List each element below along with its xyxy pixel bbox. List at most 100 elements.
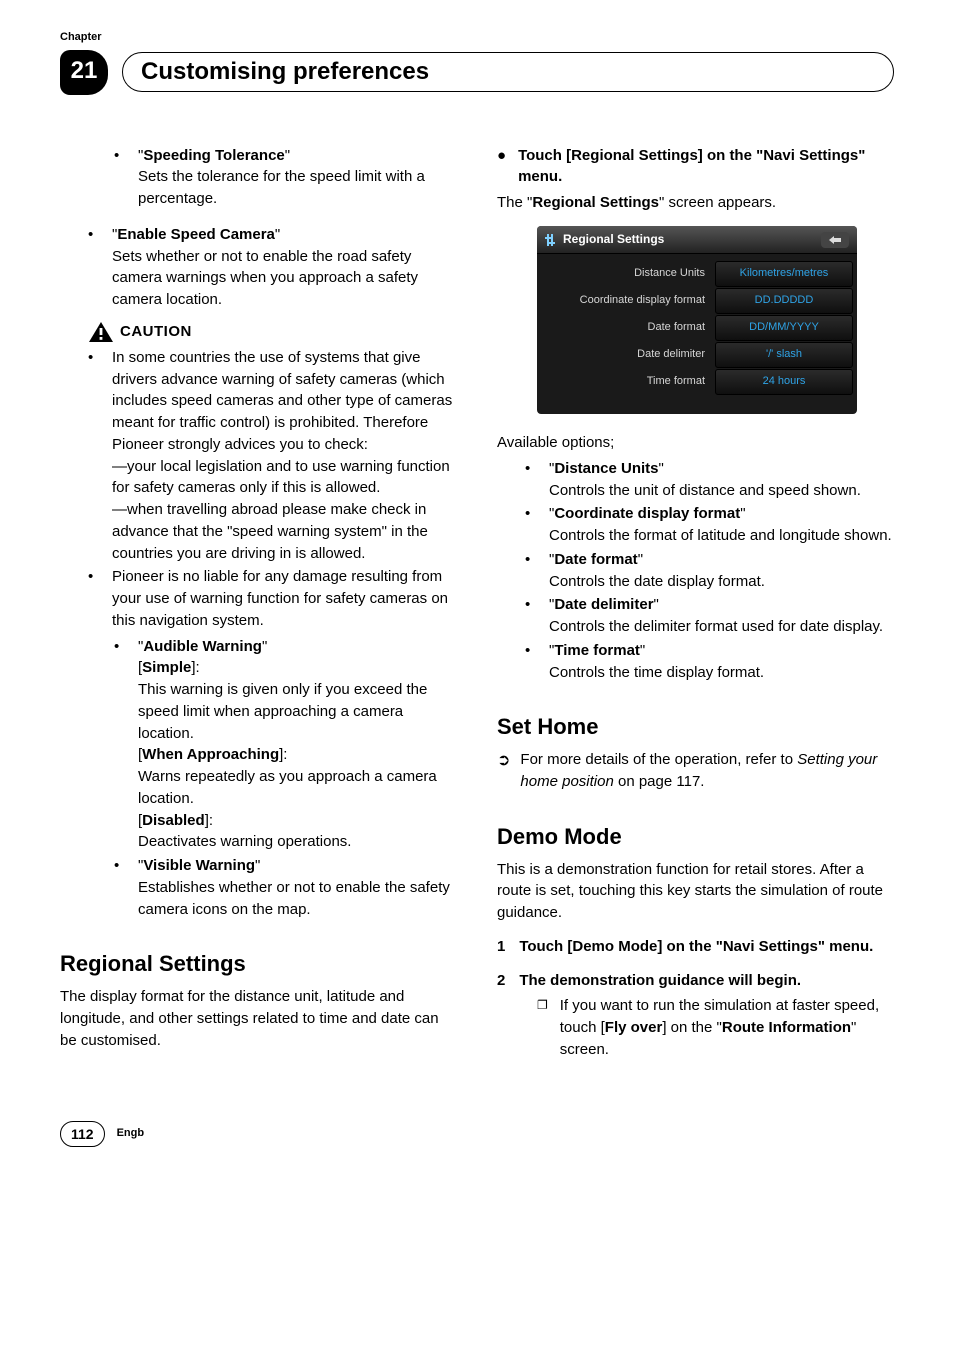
option-title: Speeding Tolerance <box>143 147 284 164</box>
bullet-icon: • <box>114 636 138 854</box>
text: Fly over <box>605 1019 663 1036</box>
regional-settings-screenshot: Regional Settings Distance Units Kilomet… <box>537 226 857 414</box>
option-desc: Controls the time display format. <box>549 664 764 681</box>
text: Route Information <box>722 1019 851 1036</box>
option-title: Visible Warning <box>143 857 255 874</box>
option-desc: This warning is given only if you exceed… <box>138 681 427 742</box>
setting-label: Date format <box>541 320 715 336</box>
cross-reference: ➲ For more details of the operation, ref… <box>497 749 894 793</box>
chapter-label: Chapter <box>60 30 894 46</box>
list-item: • In some countries the use of systems t… <box>88 347 457 565</box>
bullet-icon: • <box>525 458 549 502</box>
step-item: 1 Touch [Demo Mode] on the "Navi Setting… <box>497 936 894 958</box>
setting-value[interactable]: DD.DDDDD <box>715 288 853 314</box>
back-button[interactable] <box>821 232 849 248</box>
setting-value[interactable]: '/' slash <box>715 342 853 368</box>
section-intro: This is a demonstration function for ret… <box>497 859 894 924</box>
caution-text: In some countries the use of systems tha… <box>112 349 452 453</box>
option-desc: Establishes whether or not to enable the… <box>138 879 450 918</box>
note-text: If you want to run the simulation at fas… <box>560 995 894 1060</box>
bullet-icon: • <box>114 855 138 920</box>
option-title: Audible Warning <box>143 638 262 655</box>
step-text: Touch [Regional Settings] on the "Navi S… <box>518 145 894 189</box>
option-value: When Approaching <box>142 746 279 763</box>
option-desc: Sets whether or not to enable the road s… <box>112 248 418 309</box>
list-item: • "Date format"Controls the date display… <box>525 549 894 593</box>
screenshot-container: Regional Settings Distance Units Kilomet… <box>537 226 894 414</box>
step-text: The demonstration guidance will begin. <box>519 970 894 992</box>
setting-value[interactable]: 24 hours <box>715 369 853 395</box>
chapter-header: 21 Customising preferences <box>60 50 894 95</box>
setting-row: Coordinate display format DD.DDDDD <box>541 288 853 314</box>
text: on page 117. <box>614 773 705 790</box>
text: Regional Settings <box>532 194 659 211</box>
bullet-icon: • <box>88 566 112 631</box>
option-title: Date delimiter <box>554 596 653 613</box>
setting-row: Distance Units Kilometres/metres <box>541 261 853 287</box>
step-item: ● Touch [Regional Settings] on the "Navi… <box>497 145 894 189</box>
option-desc: Controls the format of latitude and long… <box>549 527 892 544</box>
option-desc: Sets the tolerance for the speed limit w… <box>138 168 425 207</box>
bullet-icon: • <box>525 549 549 593</box>
setting-value[interactable]: Kilometres/metres <box>715 261 853 287</box>
page-number: 112 <box>60 1121 105 1147</box>
back-icon <box>827 235 843 245</box>
bullet-icon: • <box>114 145 138 210</box>
chapter-number-badge: 21 <box>60 50 108 95</box>
caution-text: —when travelling abroad please make chec… <box>112 501 428 562</box>
option-value: Simple <box>142 659 191 676</box>
option-title: Coordinate display format <box>554 505 740 522</box>
available-options-label: Available options; <box>497 432 894 454</box>
setting-label: Coordinate display format <box>541 293 715 309</box>
note-icon: ❐ <box>537 995 548 1060</box>
option-desc: Controls the unit of distance and speed … <box>549 482 861 499</box>
bullet-icon: • <box>525 594 549 638</box>
section-heading: Set Home <box>497 711 894 743</box>
option-desc: Controls the date display format. <box>549 573 765 590</box>
setting-label: Distance Units <box>541 266 715 282</box>
warning-icon <box>88 321 114 343</box>
option-title: Enable Speed Camera <box>117 226 275 243</box>
caution-header: CAUTION <box>88 321 457 343</box>
screenshot-body: Distance Units Kilometres/metres Coordin… <box>537 254 857 414</box>
step-item: 2 The demonstration guidance will begin. <box>497 970 894 992</box>
setting-row: Time format 24 hours <box>541 369 853 395</box>
option-title: Date format <box>554 551 637 568</box>
option-title: Time format <box>554 642 640 659</box>
bullet-icon: • <box>525 640 549 684</box>
diamond-icon: ● <box>497 145 506 167</box>
text: For more details of the operation, refer… <box>520 751 797 768</box>
right-column: ● Touch [Regional Settings] on the "Navi… <box>497 145 894 1061</box>
setting-label: Time format <box>541 374 715 390</box>
option-desc: Controls the delimiter format used for d… <box>549 618 883 635</box>
list-item: • "Audible Warning" [Simple]: This warni… <box>114 636 457 854</box>
header-title-wrap: Customising preferences <box>122 52 894 92</box>
setting-row: Date format DD/MM/YYYY <box>541 315 853 341</box>
step-number: 1 <box>497 936 505 958</box>
page-footer: 112 Engb <box>60 1121 894 1147</box>
option-desc: Warns repeatedly as you approach a camer… <box>138 768 437 807</box>
option-desc: Deactivates warning operations. <box>138 833 351 850</box>
section-heading: Regional Settings <box>60 948 457 980</box>
caution-text: —your local legislation and to use warni… <box>112 458 450 497</box>
caution-text: Pioneer is no liable for any damage resu… <box>112 566 457 631</box>
reference-icon: ➲ <box>497 749 510 793</box>
screenshot-header: Regional Settings <box>537 226 857 254</box>
list-item: • "Enable Speed Camera" Sets whether or … <box>88 224 457 311</box>
step-text: Touch [Demo Mode] on the "Navi Settings"… <box>519 936 894 958</box>
left-column: • "Speeding Tolerance" Sets the toleranc… <box>60 145 457 1061</box>
step-result: The "Regional Settings" screen appears. <box>497 192 894 214</box>
list-item: • "Date delimiter"Controls the delimiter… <box>525 594 894 638</box>
screenshot-title: Regional Settings <box>563 231 664 248</box>
list-item: • "Distance Units"Controls the unit of d… <box>525 458 894 502</box>
setting-label: Date delimiter <box>541 347 715 363</box>
option-title: Distance Units <box>554 460 658 477</box>
section-intro: The display format for the distance unit… <box>60 986 457 1051</box>
setting-value[interactable]: DD/MM/YYYY <box>715 315 853 341</box>
bullet-icon: • <box>88 347 112 565</box>
language-code: Engb <box>117 1126 145 1142</box>
list-item: • "Speeding Tolerance" Sets the toleranc… <box>114 145 457 210</box>
list-item: • "Time format"Controls the time display… <box>525 640 894 684</box>
page-title: Customising preferences <box>141 55 429 90</box>
caution-label: CAUTION <box>120 321 192 343</box>
